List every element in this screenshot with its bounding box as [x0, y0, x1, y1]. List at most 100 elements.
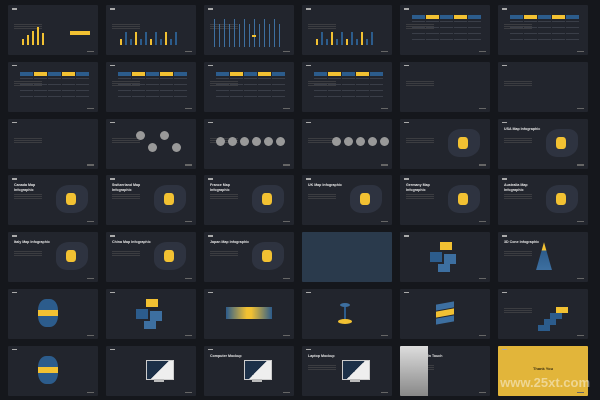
slide-thumbnail[interactable] [302, 61, 392, 112]
slide-thumbnail[interactable] [8, 61, 98, 112]
slide-graphic [566, 39, 579, 40]
slide-thumbnail[interactable]: Laptop Mockup [302, 345, 392, 396]
slide-footer [283, 107, 290, 109]
slide-thumbnail[interactable]: USA Map Infographic [498, 118, 588, 169]
slide-thumbnail[interactable]: UK Map Infographic [302, 175, 392, 226]
slide-thumbnail[interactable] [8, 5, 98, 55]
slide-thumbnail[interactable] [204, 288, 294, 339]
slide-thumbnail[interactable] [106, 288, 196, 339]
slide-thumbnail[interactable]: 3D Cone Infographic [498, 232, 588, 283]
slide-graphic [42, 33, 44, 45]
slide-graphic [360, 193, 370, 206]
slide-thumbnail[interactable]: Computer Mockup [204, 345, 294, 396]
slide-graphic [118, 71, 131, 76]
slide-graphic [550, 312, 562, 319]
slide-graphic [426, 27, 439, 28]
slide-thumbnail[interactable] [8, 345, 98, 396]
slide-thumbnail[interactable] [8, 288, 98, 339]
slide-graphic [244, 89, 257, 91]
slide-footer [479, 391, 486, 393]
slide-graphic [244, 359, 272, 380]
slide-thumbnail[interactable] [400, 5, 490, 55]
slide-graphic [264, 136, 273, 146]
slide-thumbnail[interactable] [498, 5, 588, 55]
slide-graphic [272, 89, 285, 91]
slide-graphic [160, 39, 162, 45]
slide-thumbnail[interactable] [8, 118, 98, 169]
slide-graphic [328, 83, 341, 85]
slide-thumbnail[interactable]: Thank You [498, 345, 588, 396]
slide-thumbnail[interactable]: Australia Map Infographic [498, 175, 588, 226]
slide-thumbnail[interactable] [106, 5, 196, 55]
slide-logo [110, 291, 115, 294]
slide-graphic [32, 31, 34, 45]
slide-thumbnail[interactable] [302, 5, 392, 55]
slide-graphic [48, 83, 61, 85]
slide-graphic [249, 24, 250, 47]
slide-graphic [430, 252, 442, 263]
slide-graphic [125, 32, 127, 45]
slide-footer [577, 221, 584, 223]
slide-footer [479, 278, 486, 280]
slide-graphic [412, 15, 425, 19]
slide-graphic [258, 71, 271, 76]
slide-thumbnail[interactable] [400, 232, 490, 283]
slide-thumbnail[interactable] [106, 61, 196, 112]
slide-thumbnail[interactable]: Canada Map Infographic [8, 175, 98, 226]
slide-graphic [342, 89, 355, 91]
slide-graphic [328, 95, 341, 97]
slide-thumbnail[interactable] [106, 118, 196, 169]
slide-title: Laptop Mockup [308, 353, 335, 358]
slide-thumbnail[interactable] [302, 118, 392, 169]
slide-thumbnail[interactable] [400, 288, 490, 339]
slide-thumbnail[interactable] [204, 61, 294, 112]
slide-graphic [328, 71, 341, 76]
slide-graphic [326, 39, 328, 45]
slide-thumbnail[interactable] [106, 345, 196, 396]
slide-footer [185, 164, 192, 166]
slide-thumbnail[interactable]: Let Us Keep In Touch [400, 345, 490, 396]
slide-thumbnail[interactable]: China Map Infographic [106, 232, 196, 283]
slide-graphic [216, 95, 229, 97]
slide-graphic [468, 15, 481, 19]
slide-graphic [426, 21, 439, 22]
slide-graphic [219, 24, 220, 47]
slide-graphic [340, 302, 350, 307]
slide-thumbnail[interactable] [498, 61, 588, 112]
slide-graphic [240, 136, 249, 146]
slide-thumbnail[interactable] [204, 5, 294, 55]
slide-logo [12, 121, 17, 124]
slide-graphic [566, 33, 579, 34]
slide-thumbnail[interactable]: Menu [302, 232, 392, 283]
slide-graphic [356, 77, 369, 79]
slide-graphic [342, 83, 355, 85]
slide-graphic [454, 39, 467, 40]
slide-thumbnail[interactable]: Germany Map Infographic [400, 175, 490, 226]
slide-graphic [370, 95, 383, 97]
slide-thumbnail[interactable] [400, 61, 490, 112]
slide-logo [306, 291, 311, 294]
slide-graphic [356, 71, 369, 76]
slide-graphic [264, 19, 265, 47]
slide-graphic [20, 89, 33, 91]
slide-graphic [244, 77, 257, 79]
slide-thumbnail[interactable] [400, 118, 490, 169]
slide-graphic [344, 306, 346, 319]
slide-thumbnail[interactable]: France Map Infographic [204, 175, 294, 226]
slide-graphic [468, 33, 481, 34]
slide-graphic [216, 77, 229, 79]
slide-thumbnail[interactable]: Japan Map Infographic [204, 232, 294, 283]
slide-thumbnail-grid: USA Map Infographic Canada Map Infographi… [8, 5, 588, 396]
slide-graphic [370, 83, 383, 85]
slide-graphic [361, 32, 363, 45]
slide-thumbnail[interactable]: Switzerland Map Infographic [106, 175, 196, 226]
slide-graphic [259, 24, 260, 47]
slide-body-text [14, 251, 42, 258]
slide-thumbnail[interactable] [302, 288, 392, 339]
slide-thumbnail[interactable]: Italy Map Infographic [8, 232, 98, 283]
slide-graphic [510, 27, 523, 28]
slide-graphic [254, 19, 255, 47]
slide-thumbnail[interactable] [204, 118, 294, 169]
slide-thumbnail[interactable] [498, 288, 588, 339]
slide-graphic [146, 83, 159, 85]
